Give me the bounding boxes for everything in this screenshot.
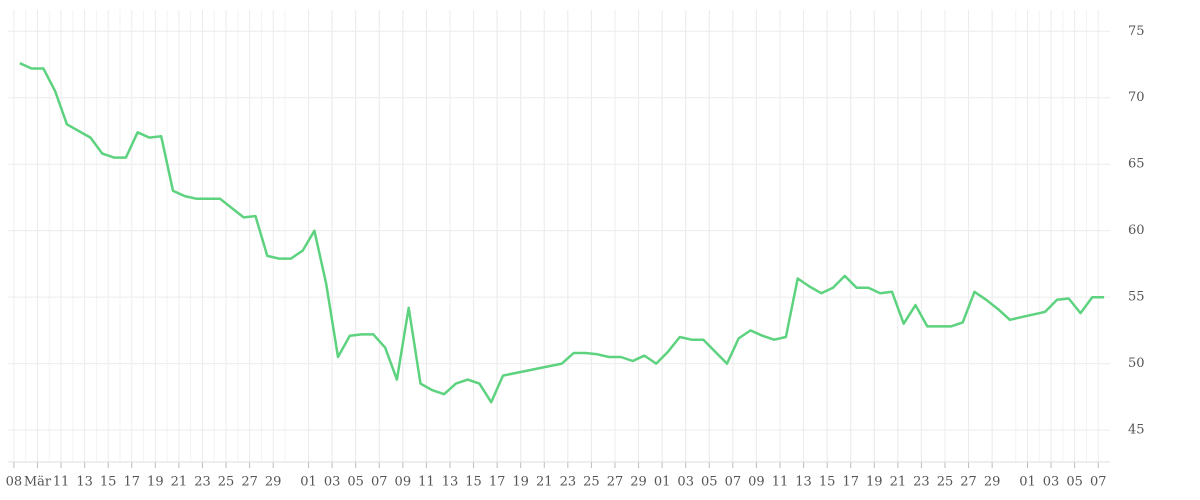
x-tick-label: 23 [913, 475, 930, 490]
x-tick-label: 15 [100, 475, 117, 490]
x-tick-label: 07 [725, 475, 742, 490]
x-tick-label: 03 [677, 475, 694, 490]
x-tick-label: 29 [630, 475, 647, 490]
x-tick-label: 05 [701, 475, 718, 490]
x-tick-label: 21 [890, 475, 907, 490]
x-tick-label: 03 [324, 475, 341, 490]
x-tick-label: 07 [1090, 475, 1107, 490]
x-tick-label: 05 [347, 475, 364, 490]
y-tick-label: 65 [1128, 157, 1145, 172]
y-tick-label: 75 [1128, 24, 1145, 39]
x-tick-label: 13 [795, 475, 812, 490]
x-tick-label: 13 [442, 475, 459, 490]
x-tick-label: 15 [465, 475, 482, 490]
x-tick-label: 01 [300, 475, 317, 490]
x-tick-label: Mär [24, 475, 52, 490]
x-tick-label: 23 [560, 475, 577, 490]
x-tick-label: 19 [512, 475, 529, 490]
x-tick-label: 27 [960, 475, 977, 490]
x-tick-label: 01 [1019, 475, 1036, 490]
x-tick-label: 21 [536, 475, 553, 490]
y-tick-label: 55 [1128, 290, 1145, 305]
x-tick-label: 27 [241, 475, 258, 490]
x-tick-label: 19 [147, 475, 164, 490]
x-tick-label: 07 [371, 475, 388, 490]
x-tick-label: 27 [607, 475, 624, 490]
y-tick-label: 45 [1128, 423, 1145, 438]
x-tick-label: 13 [76, 475, 93, 490]
y-tick-label: 50 [1128, 356, 1145, 371]
x-tick-label: 09 [748, 475, 765, 490]
x-tick-label: 08 [6, 475, 23, 490]
x-tick-label: 11 [418, 475, 435, 490]
x-tick-label: 19 [866, 475, 883, 490]
x-tick-label: 21 [171, 475, 188, 490]
x-tick-label: 11 [53, 475, 70, 490]
data-line [19, 62, 1105, 404]
x-tick-label: 11 [772, 475, 789, 490]
x-tick-label: 03 [1043, 475, 1060, 490]
x-tick-label: 29 [265, 475, 282, 490]
x-tick-label: 01 [654, 475, 671, 490]
x-tick-label: 17 [842, 475, 859, 490]
x-tick-label: 17 [489, 475, 506, 490]
x-tick-label: 25 [937, 475, 954, 490]
y-tick-label: 60 [1128, 223, 1145, 238]
x-tick-label: 17 [123, 475, 140, 490]
x-tick-label: 23 [194, 475, 211, 490]
x-tick-label: 15 [819, 475, 836, 490]
x-tick-label: 29 [984, 475, 1001, 490]
x-tick-label: 05 [1066, 475, 1083, 490]
x-tick-label: 25 [218, 475, 235, 490]
x-tick-label: 09 [395, 475, 412, 490]
y-tick-label: 70 [1128, 90, 1145, 105]
x-tick-label: 25 [583, 475, 600, 490]
